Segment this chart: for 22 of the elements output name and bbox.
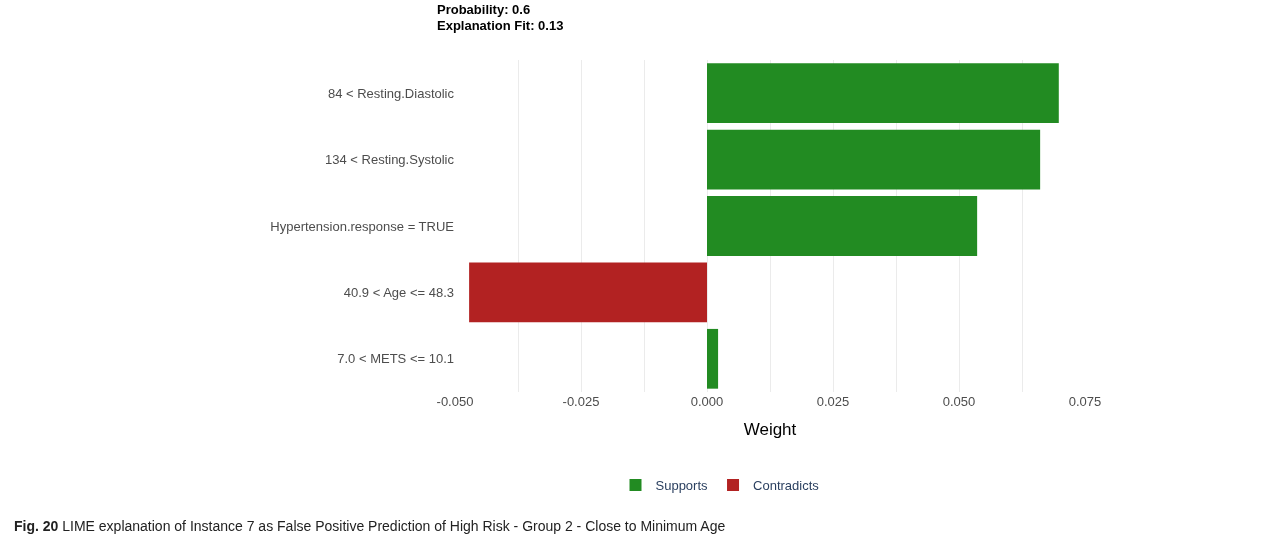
y-tick-label: 134 < Resting.Systolic bbox=[325, 152, 455, 168]
y-tick-label: 7.0 < METS <= 10.1 bbox=[337, 351, 454, 367]
x-tick-label: -0.050 bbox=[436, 394, 474, 409]
x-tick-label: 0.025 bbox=[816, 394, 850, 409]
chart-subtitle: Explanation Fit: 0.13 bbox=[437, 18, 564, 34]
bar bbox=[707, 63, 1059, 124]
bar bbox=[469, 262, 707, 323]
x-axis-title: Weight bbox=[743, 420, 797, 440]
x-tick-label: -0.025 bbox=[562, 394, 600, 409]
bar bbox=[707, 196, 978, 256]
legend-label: Contradicts bbox=[753, 478, 820, 494]
y-tick-label: Hypertension.response = TRUE bbox=[270, 218, 455, 234]
y-tick-label: 40.9 < Age <= 48.3 bbox=[343, 284, 454, 300]
bar bbox=[707, 129, 1041, 190]
caption: Fig. 20 LIME explanation of Instance 7 as False Positive Prediction of High Risk - Group 2 - Close to Minimum Age bbox=[14, 518, 726, 534]
chart-title: Probability: 0.6 bbox=[437, 1, 531, 17]
y-tick-label: 84 < Resting.Diastolic bbox=[327, 85, 455, 101]
x-tick-label: 0.000 bbox=[690, 394, 724, 409]
x-tick-label: 0.075 bbox=[1068, 394, 1102, 409]
legend-label: Supports bbox=[655, 478, 709, 494]
x-tick-label: 0.050 bbox=[942, 394, 976, 409]
bar bbox=[707, 328, 719, 389]
